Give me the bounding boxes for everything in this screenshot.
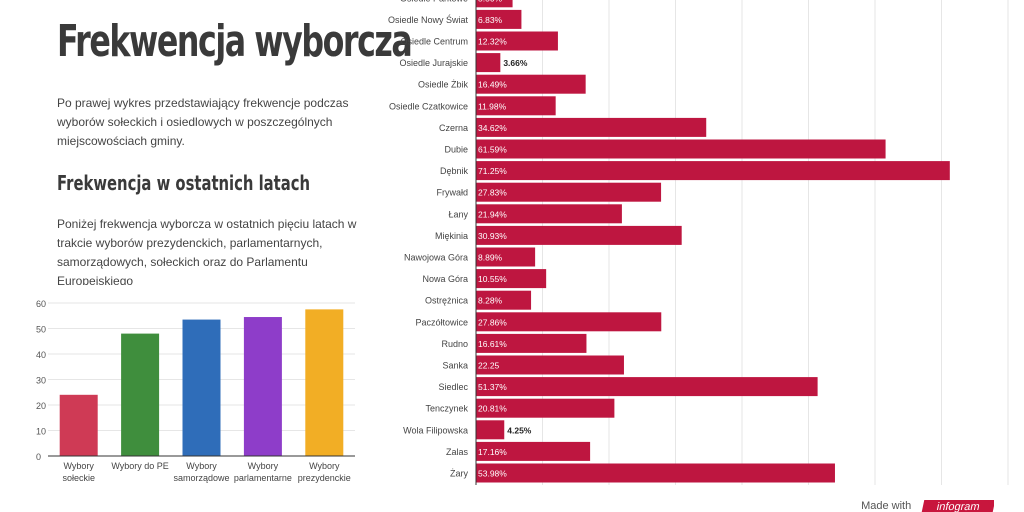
bar: [182, 319, 221, 456]
bar: [476, 463, 835, 483]
bar: [476, 420, 505, 440]
y-tick-label: 20: [36, 401, 46, 411]
data-label: 61.59%: [478, 145, 507, 155]
data-label: 22.25: [478, 361, 500, 371]
bar: [476, 96, 556, 116]
y-tick-label: 60: [36, 299, 46, 309]
data-label: 4.25%: [507, 425, 532, 435]
x-tick-label: Wybory: [63, 461, 94, 471]
data-label: 71.25%: [478, 166, 507, 176]
category-label: Osiedle Żbik: [418, 80, 469, 90]
x-tick-label: Wybory: [186, 461, 217, 471]
data-label: 16.49%: [478, 80, 507, 90]
data-label: 21.94%: [478, 209, 507, 219]
made-with-text: Made with: [861, 500, 912, 512]
data-label: 8.28%: [478, 296, 503, 306]
category-label: Dębnik: [440, 166, 469, 176]
y-tick-label: 40: [36, 350, 46, 360]
category-label: Wola Filipowska: [403, 425, 468, 435]
category-label: Miękinia: [435, 231, 468, 241]
bar: [305, 309, 344, 456]
turnout-by-locality-chart: Osiedle Parkowe 5.50% Osiedle Nowy Świat 6.…: [388, 0, 1009, 485]
data-label: 34.62%: [478, 123, 507, 133]
x-tick-label: sołeckie: [62, 473, 95, 483]
bar: [476, 9, 522, 29]
infogram-link[interactable]: infogram: [921, 500, 994, 512]
data-label: 20.81%: [478, 404, 507, 414]
bar: [476, 74, 586, 94]
data-label: 30.93%: [478, 231, 507, 241]
bar: [121, 333, 160, 456]
x-tick-label: samorządowe: [173, 473, 229, 483]
category-label: Osiedle Centrum: [400, 37, 468, 47]
category-label: Nawojowa Góra: [404, 253, 468, 263]
category-label: Łany: [448, 209, 468, 219]
bar: [476, 269, 547, 289]
bar: [476, 398, 615, 418]
bar: [476, 312, 662, 332]
bar: [476, 161, 950, 181]
bar: [476, 182, 662, 202]
data-label: 16.61%: [478, 339, 507, 349]
x-tick-label: parlamentarne: [234, 473, 292, 483]
data-label: 27.86%: [478, 317, 507, 327]
data-label: 17.16%: [478, 447, 507, 457]
category-label: Osiedle Jurajskie: [399, 58, 468, 68]
y-tick-label: 30: [36, 376, 46, 386]
bar: [476, 355, 624, 375]
bar: [476, 31, 558, 51]
data-label: 10.55%: [478, 274, 507, 284]
bar: [476, 290, 532, 310]
footer: Made with infogram: [861, 500, 994, 512]
bar: [476, 204, 622, 224]
category-label: Osiedle Nowy Świat: [388, 14, 469, 25]
category-label: Osiedle Czatkowice: [389, 101, 468, 111]
x-tick-label: prezydenckie: [298, 473, 351, 483]
section-subtitle: Frekwencja w ostatnich latach: [57, 171, 311, 195]
bar: [59, 394, 98, 456]
category-label: Nowa Góra: [422, 274, 468, 284]
category-label: Dubie: [444, 145, 468, 155]
bar: [476, 139, 886, 159]
category-label: Frywałd: [436, 188, 468, 198]
data-label: 53.98%: [478, 469, 507, 479]
data-label: 8.89%: [478, 253, 503, 263]
bar: [243, 317, 282, 456]
category-label: Zalas: [446, 447, 469, 457]
turnout-history-chart: 0 10 20 30 40 50 60 Wybory sołeckie Wybory do PE W…: [36, 299, 355, 483]
section-description: Poniżej frekwencja wyborcza w ostatnich …: [57, 217, 357, 285]
category-label: Rudno: [441, 339, 468, 349]
category-label: Paczółtowice: [415, 317, 468, 327]
category-label: Ostrężnica: [425, 296, 468, 306]
category-label: Żary: [450, 469, 469, 479]
category-label: Tenczynek: [425, 404, 468, 414]
bar: [476, 117, 707, 137]
bar: [476, 225, 682, 245]
bar: [476, 377, 818, 397]
page-title: Frekwencja wyborcza: [57, 16, 413, 67]
data-label: 6.83%: [478, 15, 503, 25]
x-tick-label: Wybory: [309, 461, 340, 471]
data-label: 51.37%: [478, 382, 507, 392]
x-tick-label: Wybory: [248, 461, 279, 471]
bar: [476, 53, 501, 73]
y-tick-label: 50: [36, 325, 46, 335]
data-label: 5.50%: [478, 0, 503, 3]
data-label: 11.98%: [478, 101, 507, 111]
x-tick-label: Wybory do PE: [111, 461, 168, 471]
category-label: Osiedle Parkowe: [400, 0, 468, 3]
y-tick-label: 0: [36, 452, 41, 462]
bar: [476, 441, 591, 461]
category-label: Czerna: [439, 123, 468, 133]
data-label: 12.32%: [478, 37, 507, 47]
data-label: 3.66%: [503, 58, 528, 68]
bar: [476, 333, 587, 353]
y-tick-label: 10: [36, 427, 46, 437]
data-label: 27.83%: [478, 188, 507, 198]
category-label: Siedlec: [438, 382, 468, 392]
bar: [476, 0, 513, 8]
category-label: Sanka: [442, 361, 468, 371]
bar: [476, 247, 536, 267]
intro-text: Po prawej wykres przedstawiający frekwen…: [57, 96, 349, 148]
